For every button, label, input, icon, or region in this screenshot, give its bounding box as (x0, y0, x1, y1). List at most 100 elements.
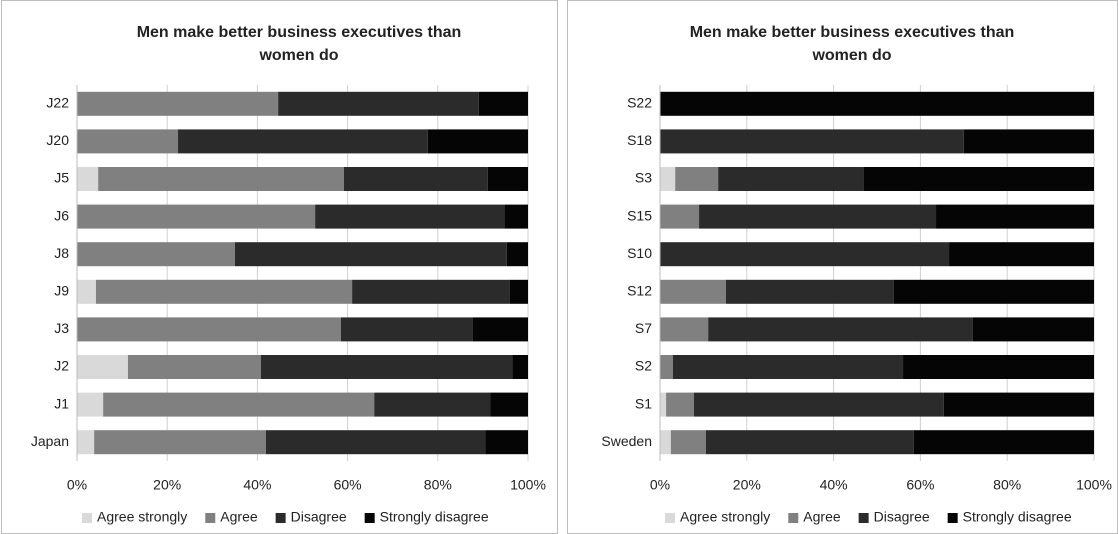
bar-segment (265, 430, 486, 455)
chart-panel: Men make better business executives than… (567, 0, 1118, 534)
x-tick-label: 100% (1076, 477, 1112, 493)
legend-swatch (788, 513, 799, 523)
legend-swatch (205, 513, 216, 523)
bar-segment (660, 392, 667, 417)
bar-segment (943, 392, 1094, 417)
bar-segment (660, 242, 950, 267)
bar-segment (127, 355, 262, 379)
y-tick-label: S3 (635, 170, 652, 186)
bar-segment (903, 355, 1094, 379)
bar-segment (178, 129, 428, 154)
y-tick-label: J8 (54, 245, 69, 261)
bar-segment (660, 91, 1094, 116)
x-tick-label: 100% (510, 477, 546, 493)
bar-segment (427, 129, 528, 154)
x-tick-label: 60% (906, 477, 934, 493)
bar-segment (278, 91, 479, 116)
y-tick-label: J3 (54, 320, 69, 336)
bar-segment (863, 167, 1094, 191)
bar-segment (77, 355, 128, 379)
y-tick-label: S10 (627, 245, 652, 261)
bar-segment (509, 279, 528, 304)
bar-segment (234, 242, 507, 267)
bar-segment (666, 392, 694, 417)
bar-segment (936, 204, 1094, 229)
legend-label: Strongly disagree (380, 509, 489, 525)
y-tick-label: Sweden (601, 433, 652, 449)
bar-segment (490, 392, 528, 417)
bar-segment (660, 279, 726, 304)
bar-segment (963, 129, 1094, 154)
legend-label: Agree (220, 509, 258, 525)
y-tick-label: J2 (54, 358, 69, 374)
y-tick-label: Japan (31, 433, 69, 449)
legend-swatch (364, 513, 375, 523)
legend-label: Disagree (874, 509, 930, 525)
bar-segment (315, 204, 505, 229)
y-tick-label: S22 (627, 95, 652, 111)
x-tick-label: 0% (67, 477, 87, 493)
chart-title: Men make better business executives than… (136, 24, 462, 64)
bar-segment (261, 355, 513, 379)
x-tick-label: 40% (243, 477, 271, 493)
bar-segment (504, 204, 528, 229)
y-tick-label: S7 (635, 320, 652, 336)
legend-swatch (82, 513, 92, 523)
chart: 0% 20% 40% 60% 80% 100% S22 S18 S3 S15 S10 S12 S7 S2 S… (601, 85, 1112, 525)
bar-segment (77, 279, 96, 304)
bar-segment (675, 167, 719, 191)
bar-segment (487, 167, 528, 191)
bar-segment (660, 129, 964, 154)
bar-segment (708, 317, 973, 342)
y-tick-label: S2 (635, 358, 652, 374)
y-tick-label: S12 (627, 283, 652, 299)
y-tick-label: J22 (46, 95, 69, 111)
bar-segment (660, 167, 676, 191)
legend-swatch (858, 513, 869, 523)
bar-segment (485, 430, 528, 455)
legend-swatch (947, 513, 958, 523)
bar-segment (670, 430, 707, 455)
bar-segment (94, 430, 266, 455)
bar-segment (949, 242, 1094, 267)
legend-label: Agree strongly (680, 509, 770, 525)
x-tick-label: 20% (733, 477, 761, 493)
bar-segment (660, 355, 674, 379)
legend-swatch (275, 513, 286, 523)
legend-label: Disagree (291, 509, 347, 525)
bar-segment (77, 242, 235, 267)
bar-segment (706, 430, 914, 455)
bar-segment (77, 430, 95, 455)
bar-segment (660, 317, 709, 342)
y-tick-label: J9 (54, 283, 69, 299)
bar-segment (77, 167, 99, 191)
bar-segment (374, 392, 491, 417)
bar-segment (913, 430, 1094, 455)
x-tick-label: 0% (650, 477, 670, 493)
y-tick-label: J20 (46, 132, 69, 148)
chart: 0% 20% 40% 60% 80% 100% J22 J20 J5 J6 J8 J9 J3 J2 J1 Ja… (31, 85, 546, 525)
bar-segment (673, 355, 904, 379)
y-tick-label: J5 (54, 170, 69, 186)
bar-segment (77, 91, 279, 116)
bar-segment (343, 167, 488, 191)
bar-segment (77, 317, 341, 342)
bar-segment (893, 279, 1094, 304)
bar-segment (718, 167, 864, 191)
x-tick-label: 60% (334, 477, 362, 493)
bar-segment (478, 91, 528, 116)
bar-segment (725, 279, 894, 304)
bar-segment (352, 279, 510, 304)
bar-segment (472, 317, 528, 342)
bar-segment (660, 204, 700, 229)
bar-segment (506, 242, 528, 267)
legend-label: Strongly disagree (963, 509, 1072, 525)
x-tick-label: 80% (993, 477, 1021, 493)
bar-segment (103, 392, 375, 417)
bar-segment (95, 279, 353, 304)
bar-segment (972, 317, 1094, 342)
bar-segment (699, 204, 937, 229)
bar-segment (77, 129, 179, 154)
x-tick-label: 80% (424, 477, 452, 493)
